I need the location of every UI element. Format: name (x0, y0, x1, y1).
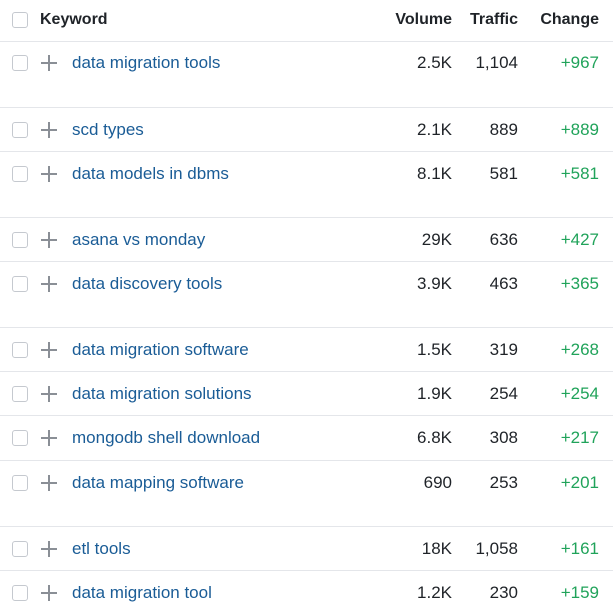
change-column-header[interactable]: Change (540, 11, 599, 28)
add-keyword-icon[interactable] (40, 121, 58, 139)
change-value: +427 (560, 230, 599, 249)
keyword-link[interactable]: scd types (72, 120, 144, 139)
traffic-value: 253 (489, 473, 518, 492)
row-checkbox[interactable] (12, 232, 28, 248)
traffic-value: 319 (489, 340, 518, 359)
change-value: +581 (560, 164, 599, 183)
add-keyword-icon[interactable] (40, 474, 58, 492)
traffic-value: 463 (489, 274, 518, 293)
add-keyword-icon[interactable] (40, 165, 58, 183)
traffic-value: 581 (489, 164, 518, 183)
table-row: asana vs monday 29K 636 +427 (0, 218, 613, 262)
add-keyword-icon[interactable] (40, 540, 58, 558)
table-row: data migration solutions 1.9K 254 +254 (0, 372, 613, 416)
change-value: +254 (560, 384, 599, 403)
keyword-link[interactable]: data migration solutions (72, 384, 252, 403)
row-checkbox[interactable] (12, 342, 28, 358)
table-row: scd types 2.1K 889 +889 (0, 108, 613, 152)
table-row: data mapping software 690 253 +201 (0, 461, 613, 527)
row-checkbox[interactable] (12, 386, 28, 402)
volume-value: 29K (421, 230, 452, 249)
table-row: data migration tools 2.5K 1,104 +967 (0, 41, 613, 108)
row-checkbox[interactable] (12, 541, 28, 557)
keyword-link[interactable]: data models in dbms (72, 164, 229, 183)
table-row: data migration software 1.5K 319 +268 (0, 328, 613, 372)
volume-value: 3.9K (417, 274, 452, 293)
table-row: mongodb shell download 6.8K 308 +217 (0, 416, 613, 461)
change-value: +217 (560, 428, 599, 447)
keyword-link[interactable]: data discovery tools (72, 274, 223, 293)
row-checkbox[interactable] (12, 55, 28, 71)
change-value: +161 (560, 539, 599, 558)
keyword-column-header[interactable]: Keyword (40, 11, 108, 28)
add-keyword-icon[interactable] (40, 385, 58, 403)
traffic-value: 1,058 (475, 539, 518, 558)
table-row: etl tools 18K 1,058 +161 (0, 527, 613, 571)
keyword-link[interactable]: data mapping software (72, 473, 244, 492)
change-value: +365 (560, 274, 599, 293)
table-row: data migration tool 1.2K 230 +159 (0, 571, 613, 614)
row-checkbox[interactable] (12, 430, 28, 446)
traffic-value: 254 (489, 384, 518, 403)
volume-value: 6.8K (417, 428, 452, 447)
traffic-value: 308 (489, 428, 518, 447)
add-keyword-icon[interactable] (40, 275, 58, 293)
row-checkbox[interactable] (12, 122, 28, 138)
change-value: +201 (560, 473, 599, 492)
table-row: data models in dbms 8.1K 581 +581 (0, 152, 613, 218)
keyword-link[interactable]: data migration tool (72, 583, 212, 602)
table-row: data discovery tools 3.9K 463 +365 (0, 262, 613, 328)
volume-value: 1.9K (417, 384, 452, 403)
row-checkbox[interactable] (12, 166, 28, 182)
volume-value: 1.5K (417, 340, 452, 359)
volume-value: 18K (421, 539, 452, 558)
traffic-value: 1,104 (475, 53, 518, 72)
row-checkbox[interactable] (12, 276, 28, 292)
keyword-link[interactable]: mongodb shell download (72, 428, 261, 447)
add-keyword-icon[interactable] (40, 231, 58, 249)
add-keyword-icon[interactable] (40, 54, 58, 72)
table-header: Keyword Volume Traffic Change (0, 0, 613, 42)
keyword-link[interactable]: etl tools (72, 539, 131, 558)
row-checkbox[interactable] (12, 585, 28, 601)
volume-column-header[interactable]: Volume (395, 11, 452, 28)
add-keyword-icon[interactable] (40, 341, 58, 359)
add-keyword-icon[interactable] (40, 584, 58, 602)
volume-value: 2.5K (417, 53, 452, 72)
select-all-checkbox[interactable] (12, 12, 28, 28)
volume-value: 8.1K (417, 164, 452, 183)
traffic-value: 889 (489, 120, 518, 139)
traffic-value: 636 (489, 230, 518, 249)
volume-value: 1.2K (417, 583, 452, 602)
traffic-value: 230 (489, 583, 518, 602)
keyword-link[interactable]: data migration tools (72, 53, 221, 72)
change-value: +268 (560, 340, 599, 359)
traffic-column-header[interactable]: Traffic (469, 11, 518, 28)
row-checkbox[interactable] (12, 475, 28, 491)
change-value: +889 (560, 120, 599, 139)
volume-value: 690 (423, 473, 452, 492)
add-keyword-icon[interactable] (40, 429, 58, 447)
change-value: +159 (560, 583, 599, 602)
change-value: +967 (560, 53, 599, 72)
keyword-link[interactable]: data migration software (72, 340, 249, 359)
keyword-link[interactable]: asana vs monday (72, 230, 206, 249)
volume-value: 2.1K (417, 120, 452, 139)
